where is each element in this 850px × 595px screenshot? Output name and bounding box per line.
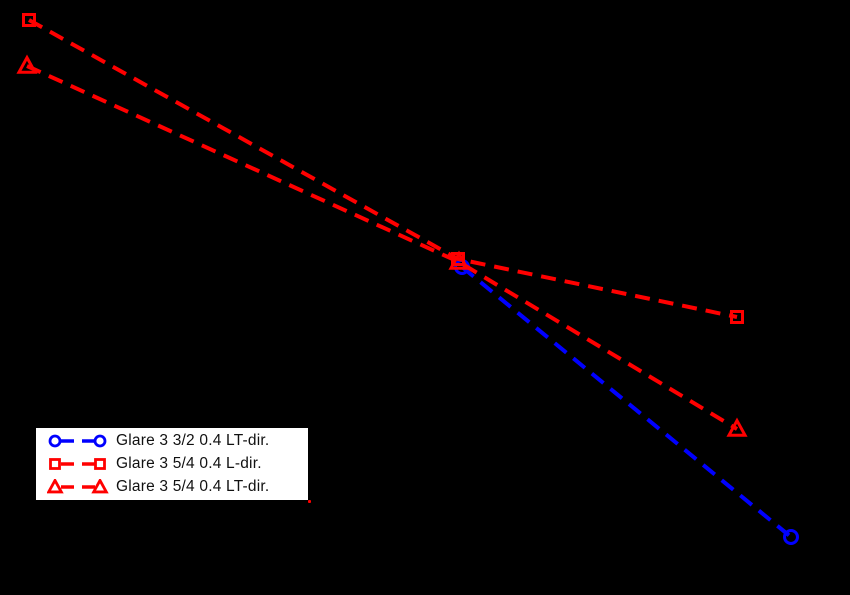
square-marker-line-icon	[49, 458, 106, 470]
legend-label: Glare 3 5/4 0.4 L-dir.	[116, 455, 262, 472]
legend-entry-red-square: Glare 3 5/4 0.4 L-dir.	[47, 453, 308, 476]
legend-label: Glare 3 3/2 0.4 LT-dir.	[116, 432, 270, 449]
circle-marker-line-icon	[48, 434, 107, 448]
triangle-marker-line-icon	[47, 479, 109, 494]
legend-entry-blue-circle: Glare 3 3/2 0.4 LT-dir.	[47, 430, 308, 453]
legend-entry-red-triangle: Glare 3 5/4 0.4 LT-dir.	[47, 476, 308, 499]
legend-box: Glare 3 3/2 0.4 LT-dir. Glare 3 5/4 0.4 …	[34, 426, 310, 502]
red-artifact-dot	[308, 500, 311, 503]
legend-label: Glare 3 5/4 0.4 LT-dir.	[116, 478, 270, 495]
